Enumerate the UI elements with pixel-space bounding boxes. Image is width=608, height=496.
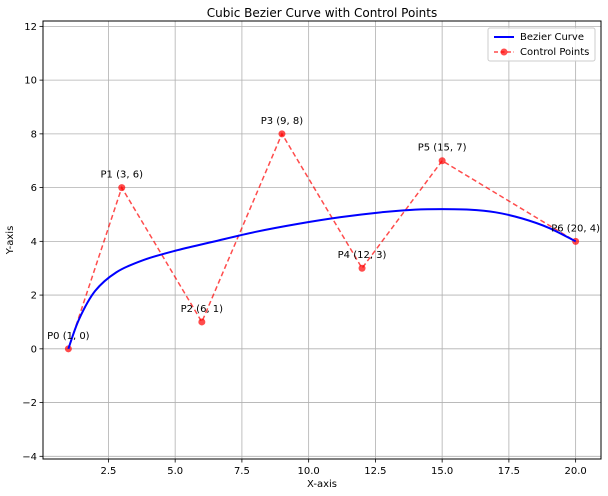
control-point-marker xyxy=(118,184,126,192)
legend-label-control-points: Control Points xyxy=(520,47,589,58)
point-annotations: P0 (1, 0) P1 (3, 6) P2 (6, 1) P3 (9, 8) P4 (… xyxy=(47,116,600,342)
legend: Bezier Curve Control Points xyxy=(487,27,596,62)
y-tick-label: 8 xyxy=(31,129,37,140)
bezier-curve-line xyxy=(67,208,577,350)
y-tick-label: 10 xyxy=(24,76,37,87)
y-tick-label: 12 xyxy=(24,22,37,33)
x-tick-label: 5.0 xyxy=(167,466,183,477)
point-annotation: P5 (15, 7) xyxy=(418,143,467,154)
x-tick-label: 17.5 xyxy=(498,466,520,477)
plot-series xyxy=(64,130,580,353)
x-tick-label: 7.5 xyxy=(234,466,250,477)
grid xyxy=(43,21,601,459)
control-point-marker xyxy=(358,264,366,272)
x-tick-label: 20.0 xyxy=(565,466,587,477)
control-point-marker xyxy=(198,318,206,326)
y-tick-label: 4 xyxy=(31,237,37,248)
x-tick-label: 2.5 xyxy=(100,466,116,477)
legend-box xyxy=(487,27,596,62)
x-tick-label: 12.5 xyxy=(364,466,386,477)
x-tick-label: 10.0 xyxy=(298,466,320,477)
point-annotation: P4 (12, 3) xyxy=(338,250,387,261)
y-tick-label: 6 xyxy=(31,183,37,194)
chart-title: Cubic Bezier Curve with Control Points xyxy=(207,6,437,20)
point-annotation: P3 (9, 8) xyxy=(261,116,304,127)
y-axis-label: Y-axis xyxy=(5,226,16,256)
y-tick-label: −4 xyxy=(22,452,37,463)
control-point-marker xyxy=(278,130,286,138)
x-tick-label: 15.0 xyxy=(431,466,453,477)
point-annotation: P6 (20, 4) xyxy=(551,223,600,234)
point-annotation: P0 (1, 0) xyxy=(47,331,90,342)
y-tick-label: −2 xyxy=(22,398,37,409)
axis-ticks: 2.5 5.0 7.5 10.0 12.5 15.0 17.5 20.0 −4 −2 0 2 4 6 8 10… xyxy=(22,22,587,477)
y-tick-label: 0 xyxy=(31,344,37,355)
point-annotation: P1 (3, 6) xyxy=(101,170,144,181)
control-point-marker xyxy=(438,157,446,165)
point-annotation: P2 (6, 1) xyxy=(181,304,224,315)
x-axis-label: X-axis xyxy=(307,479,337,490)
plot-frame xyxy=(42,20,602,460)
legend-marker-control-points xyxy=(500,48,508,56)
legend-label-bezier-curve: Bezier Curve xyxy=(520,32,584,43)
y-tick-label: 2 xyxy=(31,291,37,302)
